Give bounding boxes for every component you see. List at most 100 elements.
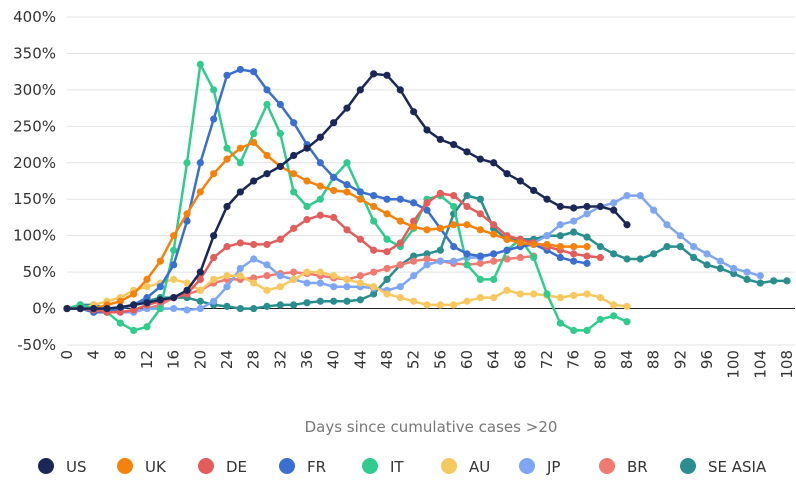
point xyxy=(356,86,364,94)
point xyxy=(356,279,364,287)
x-tick-label: 88 xyxy=(645,350,663,369)
legend-label: SE ASIA xyxy=(708,458,767,476)
point xyxy=(143,294,151,302)
point xyxy=(463,250,471,258)
point xyxy=(543,290,551,298)
point xyxy=(130,306,138,314)
x-tick-label: 84 xyxy=(618,350,636,369)
point xyxy=(330,283,338,291)
point xyxy=(410,272,418,280)
point xyxy=(530,186,538,195)
point xyxy=(716,257,724,265)
point xyxy=(490,159,498,167)
x-tick-label: 48 xyxy=(378,350,396,369)
point xyxy=(450,301,458,309)
point xyxy=(476,252,484,260)
point xyxy=(90,304,98,313)
point xyxy=(410,199,418,207)
point xyxy=(330,119,338,127)
point xyxy=(490,230,498,238)
point xyxy=(223,155,231,163)
point xyxy=(316,297,324,305)
y-tick-label: 300% xyxy=(13,81,56,99)
point xyxy=(716,264,724,273)
point xyxy=(210,297,218,305)
point xyxy=(370,191,378,200)
point xyxy=(503,235,511,243)
point xyxy=(356,296,364,304)
point xyxy=(210,253,218,262)
legend-marker xyxy=(38,458,54,474)
point xyxy=(183,279,191,287)
x-tick-label: 28 xyxy=(245,350,263,369)
x-tick-label: 100 xyxy=(725,350,743,379)
point xyxy=(570,250,578,258)
y-tick-label: 50% xyxy=(23,263,56,281)
x-tick-label: 24 xyxy=(218,350,236,369)
x-tick-label: 64 xyxy=(485,350,503,369)
point xyxy=(583,326,591,335)
point xyxy=(196,188,204,196)
point xyxy=(343,297,351,305)
point xyxy=(556,243,564,251)
y-tick-label: 100% xyxy=(13,227,56,245)
point xyxy=(330,297,338,305)
x-tick-label: 108 xyxy=(778,350,796,379)
point xyxy=(450,202,458,211)
point xyxy=(516,239,524,247)
point xyxy=(570,326,578,335)
point xyxy=(263,286,271,294)
point xyxy=(396,283,404,291)
point xyxy=(463,202,471,211)
point xyxy=(610,312,618,320)
point xyxy=(370,202,378,211)
point xyxy=(343,104,351,112)
point xyxy=(183,286,191,294)
x-tick-label: 52 xyxy=(405,350,423,369)
point xyxy=(303,177,311,185)
point xyxy=(303,279,311,287)
point xyxy=(543,240,551,249)
legend-marker xyxy=(117,458,133,474)
point xyxy=(250,240,258,249)
point xyxy=(450,140,458,149)
point xyxy=(250,255,258,263)
point xyxy=(210,275,218,283)
legend-label: AU xyxy=(469,458,490,476)
point xyxy=(116,319,124,327)
point xyxy=(570,204,578,212)
point xyxy=(770,277,778,285)
point xyxy=(303,144,311,152)
point xyxy=(250,304,258,313)
point xyxy=(583,252,591,260)
point xyxy=(610,301,618,309)
point xyxy=(623,221,631,229)
point xyxy=(196,60,204,68)
point xyxy=(476,210,484,218)
point xyxy=(316,159,324,167)
point xyxy=(556,294,564,302)
point xyxy=(330,213,338,222)
point xyxy=(290,170,298,178)
point xyxy=(476,275,484,283)
point xyxy=(490,257,498,265)
y-tick-label: -50% xyxy=(17,336,56,354)
x-tick-label: 96 xyxy=(698,350,716,369)
point xyxy=(690,243,698,251)
point xyxy=(290,119,298,127)
point xyxy=(263,272,271,280)
y-tick-label: 0% xyxy=(32,300,56,318)
point xyxy=(596,202,604,211)
point xyxy=(276,272,284,280)
point xyxy=(330,272,338,280)
point xyxy=(490,275,498,283)
point xyxy=(516,177,524,185)
point xyxy=(450,191,458,200)
point xyxy=(223,243,231,251)
point xyxy=(423,301,431,309)
point xyxy=(410,297,418,305)
legend-label: UK xyxy=(145,458,167,476)
point xyxy=(570,257,578,265)
point xyxy=(516,290,524,298)
x-tick-label: 16 xyxy=(165,350,183,369)
